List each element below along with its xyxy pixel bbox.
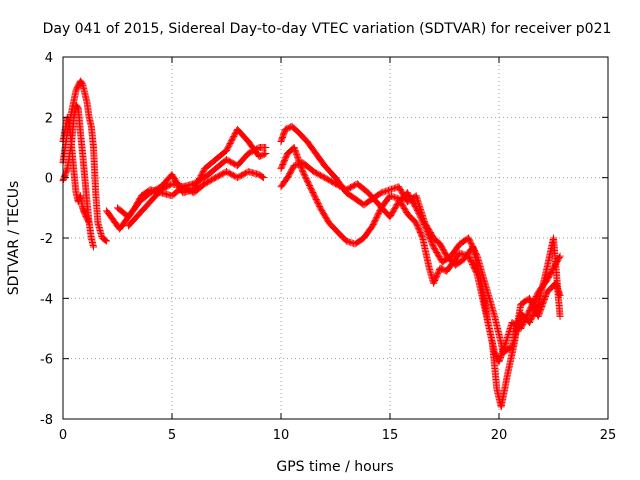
data-point <box>539 298 547 306</box>
y-tick-label: -8 <box>40 413 53 428</box>
data-point <box>260 174 268 182</box>
data-point <box>103 237 111 245</box>
data-point <box>294 153 302 161</box>
data-point <box>389 185 397 193</box>
grid <box>63 57 608 419</box>
x-tick-label: 0 <box>59 428 67 443</box>
series-track-i <box>277 159 564 357</box>
data-point <box>293 152 301 160</box>
data-points <box>59 77 564 411</box>
data-point <box>85 219 93 227</box>
data-point <box>291 145 299 153</box>
data-point <box>387 185 395 193</box>
data-point <box>345 238 353 246</box>
data-point <box>90 243 98 251</box>
data-point <box>380 188 388 196</box>
data-point <box>418 233 426 241</box>
data-point <box>536 307 544 315</box>
y-tick-label: -4 <box>40 292 53 307</box>
data-point <box>382 187 390 195</box>
data-point <box>291 146 299 154</box>
data-point <box>538 302 546 310</box>
y-tick-label: -2 <box>40 232 53 247</box>
data-point <box>535 310 543 318</box>
data-point <box>556 312 564 320</box>
data-point <box>342 237 350 245</box>
series-track-f <box>124 168 268 230</box>
data-point <box>534 312 542 320</box>
data-point <box>85 218 93 226</box>
data-point <box>386 192 394 200</box>
y-tick-label: 2 <box>45 111 53 126</box>
data-point <box>344 238 352 246</box>
chart-title: Day 041 of 2015, Sidereal Day-to-day VTE… <box>43 21 612 37</box>
data-point <box>462 251 470 259</box>
data-point <box>460 251 468 259</box>
data-point <box>535 311 543 319</box>
y-tick-label: 0 <box>45 172 53 187</box>
data-point <box>389 193 397 201</box>
data-point <box>102 236 110 244</box>
data-point <box>392 194 400 202</box>
data-point <box>292 148 300 156</box>
data-point <box>534 302 542 310</box>
data-point <box>385 186 393 194</box>
data-point <box>538 301 546 309</box>
x-tick-label: 25 <box>600 428 617 443</box>
data-point <box>459 250 467 258</box>
x-tick-label: 10 <box>273 428 290 443</box>
data-point <box>456 249 464 257</box>
data-point <box>294 160 302 168</box>
y-axis-label: SDTVAR / TECUs <box>6 181 22 296</box>
data-point <box>539 300 547 308</box>
data-point <box>290 162 298 170</box>
data-point <box>383 187 391 195</box>
x-tick-label: 20 <box>491 428 508 443</box>
data-point <box>537 304 545 312</box>
x-tick-label: 15 <box>382 428 399 443</box>
data-point <box>377 189 385 197</box>
data-point <box>293 161 301 169</box>
data-point <box>262 144 270 151</box>
series-track-h <box>277 144 564 411</box>
data-point <box>292 149 300 157</box>
data-point <box>555 253 563 261</box>
data-point <box>540 297 548 305</box>
y-tick-label: 4 <box>45 51 53 66</box>
data-point <box>379 188 387 196</box>
data-point <box>387 192 395 200</box>
data-point <box>258 173 266 181</box>
y-tick-label: -6 <box>40 353 53 368</box>
data-point <box>262 150 270 158</box>
series-track-c <box>59 113 93 227</box>
data-point <box>473 251 481 259</box>
data-point <box>260 150 268 158</box>
data-point <box>390 193 398 201</box>
x-axis-label: GPS time / hours <box>276 459 393 475</box>
series-track-a <box>59 77 111 245</box>
data-point <box>290 144 298 151</box>
data-point <box>292 161 300 169</box>
data-point <box>457 250 465 258</box>
x-tick-label: 5 <box>168 428 176 443</box>
axis-ticks: 0 5 10 15 20 25 -8 -6 -4 -2 0 2 4 <box>40 51 616 443</box>
data-point <box>293 151 301 159</box>
data-point <box>537 305 545 313</box>
data-point <box>536 308 544 316</box>
data-point <box>347 239 355 247</box>
data-point <box>386 186 394 194</box>
data-point <box>556 252 564 260</box>
